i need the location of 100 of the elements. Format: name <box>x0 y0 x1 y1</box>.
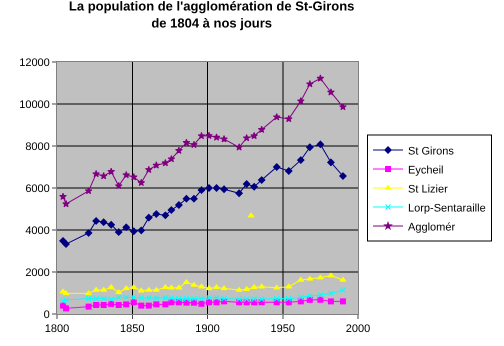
point <box>328 290 334 296</box>
point <box>108 300 114 307</box>
point <box>242 180 250 188</box>
point <box>258 126 266 133</box>
legend-label: Agglomér <box>408 221 456 234</box>
point <box>198 284 205 288</box>
point <box>62 200 70 208</box>
point <box>340 298 346 304</box>
point <box>130 228 138 236</box>
point <box>168 206 176 214</box>
point <box>137 178 146 186</box>
point <box>250 182 258 190</box>
point <box>122 224 130 232</box>
point <box>212 184 220 192</box>
point <box>84 186 92 194</box>
point <box>198 300 204 307</box>
point <box>168 155 176 162</box>
point <box>116 302 122 308</box>
point <box>205 132 213 140</box>
point <box>316 140 324 148</box>
point <box>328 298 334 304</box>
point <box>250 132 258 140</box>
point <box>205 184 213 192</box>
point <box>190 140 198 148</box>
legend-label: Eycheil <box>408 164 444 176</box>
point <box>144 166 153 174</box>
point <box>162 301 168 308</box>
point <box>220 186 228 194</box>
point <box>123 301 130 308</box>
point <box>100 302 107 308</box>
point <box>100 218 108 226</box>
point <box>138 226 146 234</box>
point <box>100 172 108 180</box>
point <box>152 210 160 218</box>
point <box>114 182 123 190</box>
legend-label: St Lizier <box>408 183 448 196</box>
point <box>214 299 220 306</box>
point <box>296 97 305 104</box>
y-tick-label: 2000 <box>25 266 50 279</box>
point <box>62 240 70 248</box>
point <box>284 114 293 122</box>
point <box>340 276 346 282</box>
legend-label: Lorp-Sentaraille <box>408 202 486 214</box>
point <box>114 228 122 236</box>
y-tick-label: 6000 <box>25 182 50 195</box>
point <box>175 146 183 154</box>
x-tick-label: 1800 <box>44 323 70 336</box>
point <box>297 156 305 164</box>
point <box>306 80 314 88</box>
point <box>339 172 347 180</box>
point <box>153 301 160 308</box>
y-tick-label: 4000 <box>25 224 50 237</box>
point <box>84 229 92 237</box>
point <box>236 287 242 292</box>
point <box>63 305 70 312</box>
point <box>212 133 220 141</box>
y-tick-label: 10000 <box>19 98 50 111</box>
point <box>182 138 190 146</box>
point <box>317 296 324 303</box>
point <box>85 290 92 296</box>
point <box>317 292 324 298</box>
point <box>86 304 92 310</box>
point <box>242 134 250 142</box>
y-tick-label: 0 <box>44 308 50 321</box>
x-tick-label: 1850 <box>120 323 144 336</box>
point <box>108 284 115 290</box>
x-tick-label: 2000 <box>346 323 370 336</box>
point <box>213 284 220 290</box>
point <box>107 168 116 175</box>
y-tick-label: 8000 <box>25 140 50 153</box>
point <box>198 186 206 194</box>
point <box>176 284 182 290</box>
point <box>138 302 144 309</box>
point <box>328 272 334 278</box>
point <box>115 289 122 294</box>
point <box>272 163 280 171</box>
point <box>297 276 304 282</box>
point <box>298 298 304 304</box>
point <box>327 158 335 166</box>
point <box>190 282 198 287</box>
point <box>183 279 190 284</box>
point <box>285 167 293 175</box>
point <box>339 102 347 110</box>
point <box>162 159 170 166</box>
point <box>198 132 206 140</box>
point <box>152 161 160 169</box>
point <box>130 299 137 306</box>
point <box>306 276 314 281</box>
point <box>175 201 183 209</box>
point <box>182 194 190 202</box>
point <box>274 296 280 302</box>
point <box>306 296 313 303</box>
point <box>306 292 313 299</box>
point <box>286 296 292 302</box>
point <box>272 113 281 120</box>
point <box>146 302 152 309</box>
point <box>235 143 243 151</box>
point <box>122 170 130 178</box>
point <box>59 192 67 200</box>
point <box>162 284 169 290</box>
